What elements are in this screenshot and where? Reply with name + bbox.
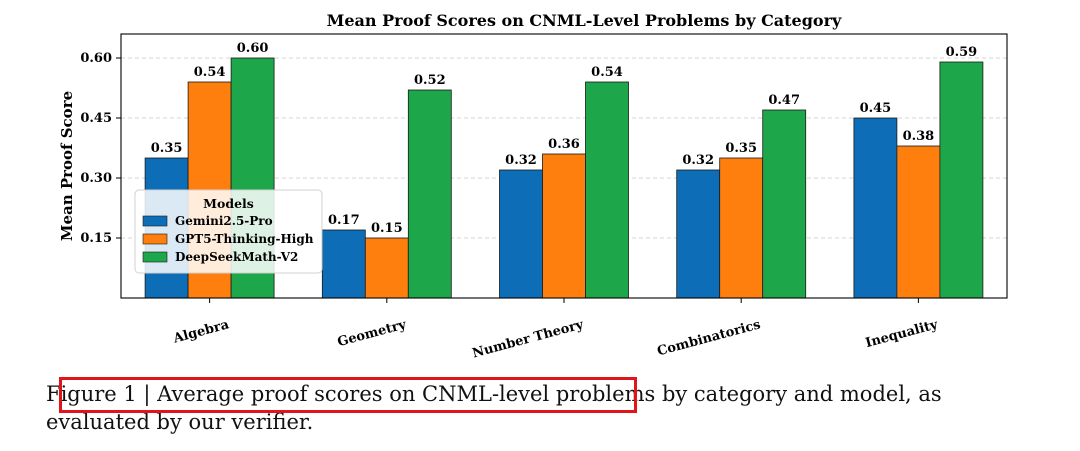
legend-swatch <box>142 215 168 227</box>
bar <box>676 169 721 299</box>
bar-value-label: 0.54 <box>591 65 623 80</box>
bar-value-label: 0.32 <box>505 153 537 168</box>
bar <box>321 229 366 299</box>
y-axis-label: Mean Proof Score <box>58 91 76 241</box>
bar-value-label: 0.36 <box>548 137 580 152</box>
bar-value-label: 0.59 <box>946 45 978 60</box>
x-tick-label: Combinatorics <box>656 317 763 359</box>
bar <box>542 153 586 299</box>
bar-value-label: 0.52 <box>414 73 446 88</box>
legend-box <box>134 189 323 274</box>
bar <box>896 145 941 299</box>
bar-value-label: 0.38 <box>903 129 935 144</box>
legend-label: GPT5-Thinking-High <box>175 232 314 246</box>
bar <box>585 81 629 299</box>
bar-chart: 0.15 0.30 0.45 0.60 0.35 0.54 0.60 Algebra 0.17 0… <box>58 11 1008 361</box>
plot-frame <box>120 33 1008 299</box>
bar-value-label: 0.15 <box>371 221 403 236</box>
x-tick-label: Geometry <box>336 317 408 350</box>
bar <box>939 61 984 299</box>
legend-title: Models <box>203 196 254 211</box>
legend-label: Gemini2.5-Pro <box>175 214 273 228</box>
legend-swatch <box>142 251 168 263</box>
x-tick-label: Algebra <box>171 317 231 347</box>
bar-value-label: 0.17 <box>328 213 360 228</box>
bar <box>853 117 898 299</box>
bar <box>364 237 409 299</box>
y-tick-label: 0.15 <box>80 231 112 246</box>
bar-value-label: 0.54 <box>194 65 226 80</box>
chart-title: Mean Proof Scores on CNML-Level Problems… <box>327 11 842 30</box>
bar <box>407 89 452 299</box>
bar <box>762 109 807 299</box>
y-tick-label: 0.30 <box>80 171 112 186</box>
bar-value-label: 0.35 <box>151 141 183 156</box>
bar <box>719 157 764 299</box>
x-tick-label: Inequality <box>864 317 940 351</box>
bar-value-label: 0.45 <box>860 101 892 116</box>
y-tick-label: 0.60 <box>80 51 112 66</box>
bar <box>499 169 543 299</box>
legend-swatch <box>142 233 168 245</box>
bar-value-label: 0.47 <box>768 93 800 108</box>
bar-value-label: 0.32 <box>682 153 714 168</box>
x-tick-label: Number Theory <box>471 317 586 361</box>
bar-value-label: 0.35 <box>725 141 757 156</box>
figure-caption: Figure 1 | Average proof scores on CNML-… <box>46 382 942 434</box>
y-tick-label: 0.45 <box>80 111 112 126</box>
legend-label: DeepSeekMath-V2 <box>175 250 298 264</box>
bar-value-label: 0.60 <box>237 41 269 56</box>
